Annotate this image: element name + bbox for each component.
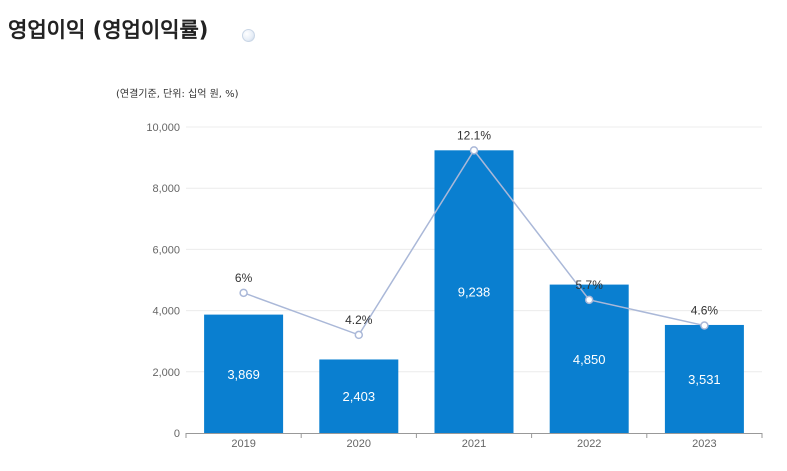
x-tick-label: 2021 [462, 438, 486, 450]
bar-2021[interactable] [434, 150, 514, 433]
bar-value-label: 4,850 [573, 352, 606, 367]
bar-2023[interactable] [664, 324, 744, 433]
bar-2019[interactable] [204, 314, 284, 433]
x-tick-label: 2023 [692, 438, 716, 450]
loading-spinner-icon [242, 29, 255, 42]
margin-point-2023[interactable] [700, 321, 709, 330]
margin-line-series: 6% 4.2% 12.1% 5.7% 4.6% [235, 128, 719, 340]
x-axis: 2019 2020 2021 2022 2023 [185, 433, 763, 450]
bar-value-label: 3,869 [227, 367, 260, 382]
bar-value-label: 9,238 [458, 285, 491, 300]
bar-series [204, 150, 744, 433]
x-tick-label: 2022 [577, 438, 601, 450]
y-tick-label: 10,000 [146, 122, 180, 134]
margin-point-2021[interactable] [469, 146, 479, 155]
y-tick-label: 4,000 [152, 306, 180, 318]
bar-value-labels: 3,869 2,403 9,238 4,850 3,531 [227, 285, 720, 405]
bar-2020[interactable] [319, 359, 399, 433]
margin-point-2022[interactable] [584, 295, 594, 305]
bar-2022[interactable] [549, 284, 629, 433]
margin-label: 4.2% [345, 313, 373, 327]
x-tick-label: 2019 [231, 438, 255, 450]
y-tick-label: 2,000 [152, 367, 180, 379]
margin-label: 4.6% [691, 304, 719, 318]
margin-point-2020[interactable] [354, 330, 364, 340]
bar-value-label: 2,403 [343, 389, 376, 404]
margin-label: 6% [235, 271, 253, 285]
bar-value-label: 3,531 [688, 372, 721, 387]
margin-label: 5.7% [576, 278, 604, 292]
margin-label: 12.1% [457, 128, 491, 142]
x-tick-label: 2020 [347, 438, 371, 450]
y-tick-label: 8,000 [152, 183, 180, 195]
chart-title: 영업이익 (영업이익률) [8, 18, 209, 42]
y-tick-label: 0 [174, 428, 180, 440]
margin-point-2019[interactable] [239, 288, 248, 298]
unit-note: (연결기준, 단위: 십억 원, %) [116, 89, 239, 100]
y-axis-ticks: 0 2,000 4,000 6,000 8,000 10,000 [146, 122, 180, 440]
y-tick-label: 6,000 [152, 244, 180, 256]
